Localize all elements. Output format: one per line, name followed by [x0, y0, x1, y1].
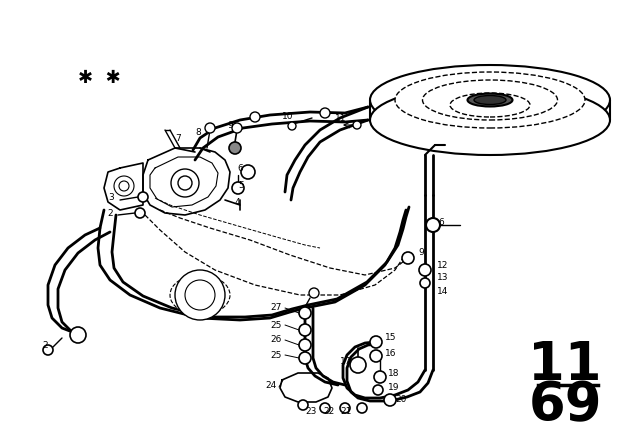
Text: 4: 4 [235, 198, 241, 207]
Circle shape [357, 403, 367, 413]
Circle shape [229, 142, 241, 154]
Ellipse shape [170, 275, 230, 315]
Circle shape [426, 218, 440, 232]
Circle shape [185, 280, 215, 310]
Text: 2: 2 [42, 340, 47, 349]
Text: 19: 19 [388, 383, 399, 392]
Text: ✱  ✱: ✱ ✱ [78, 69, 121, 87]
Circle shape [119, 181, 129, 191]
Text: 9: 9 [418, 247, 424, 257]
Ellipse shape [422, 80, 557, 120]
Text: 26: 26 [270, 336, 282, 345]
Circle shape [205, 123, 215, 133]
Circle shape [353, 121, 361, 129]
Circle shape [114, 176, 134, 196]
Ellipse shape [467, 94, 513, 107]
Circle shape [299, 352, 311, 364]
Circle shape [370, 336, 382, 348]
Circle shape [299, 324, 311, 336]
Circle shape [350, 357, 366, 373]
Circle shape [135, 208, 145, 218]
Circle shape [384, 394, 396, 406]
Circle shape [340, 403, 350, 413]
Text: 10: 10 [282, 112, 294, 121]
Text: 24: 24 [265, 380, 276, 389]
Text: 7: 7 [175, 134, 180, 142]
Circle shape [178, 176, 192, 190]
Text: 2: 2 [107, 208, 113, 217]
Text: 25: 25 [270, 350, 282, 359]
Text: 18: 18 [388, 370, 399, 379]
Text: 20: 20 [395, 396, 406, 405]
Circle shape [288, 122, 296, 130]
Circle shape [299, 339, 311, 351]
Ellipse shape [474, 95, 506, 104]
Text: 8: 8 [195, 128, 201, 137]
Circle shape [241, 165, 255, 179]
Text: 17: 17 [340, 358, 351, 366]
Circle shape [43, 345, 53, 355]
Circle shape [171, 169, 199, 197]
Ellipse shape [450, 93, 530, 117]
Text: 69: 69 [528, 379, 602, 431]
Circle shape [250, 112, 260, 122]
Circle shape [420, 278, 430, 288]
Circle shape [298, 400, 308, 410]
Circle shape [175, 270, 225, 320]
Text: 23: 23 [305, 408, 316, 417]
Text: 6: 6 [237, 164, 243, 172]
Text: 11: 11 [528, 339, 602, 391]
Text: 6: 6 [438, 217, 444, 227]
Circle shape [309, 288, 319, 298]
Circle shape [320, 403, 330, 413]
Circle shape [373, 385, 383, 395]
Text: 5: 5 [238, 181, 244, 190]
Text: 16: 16 [385, 349, 397, 358]
Circle shape [402, 252, 414, 264]
Text: 27: 27 [270, 303, 282, 313]
Circle shape [138, 192, 148, 202]
Ellipse shape [370, 65, 610, 135]
Text: 21: 21 [340, 408, 351, 417]
Circle shape [299, 307, 311, 319]
Text: 9: 9 [227, 121, 233, 129]
Text: 11: 11 [335, 113, 346, 122]
Text: 12: 12 [437, 260, 449, 270]
Circle shape [320, 108, 330, 118]
Circle shape [232, 182, 244, 194]
Text: 14: 14 [437, 288, 449, 297]
Text: 13: 13 [437, 273, 449, 283]
Text: 3: 3 [108, 193, 114, 202]
Text: 25: 25 [270, 320, 282, 329]
Text: 15: 15 [385, 333, 397, 343]
Circle shape [370, 350, 382, 362]
Circle shape [374, 371, 386, 383]
Ellipse shape [370, 85, 610, 155]
Circle shape [419, 264, 431, 276]
Circle shape [70, 327, 86, 343]
Circle shape [232, 123, 242, 133]
Ellipse shape [395, 72, 585, 128]
Text: 22: 22 [323, 408, 334, 417]
